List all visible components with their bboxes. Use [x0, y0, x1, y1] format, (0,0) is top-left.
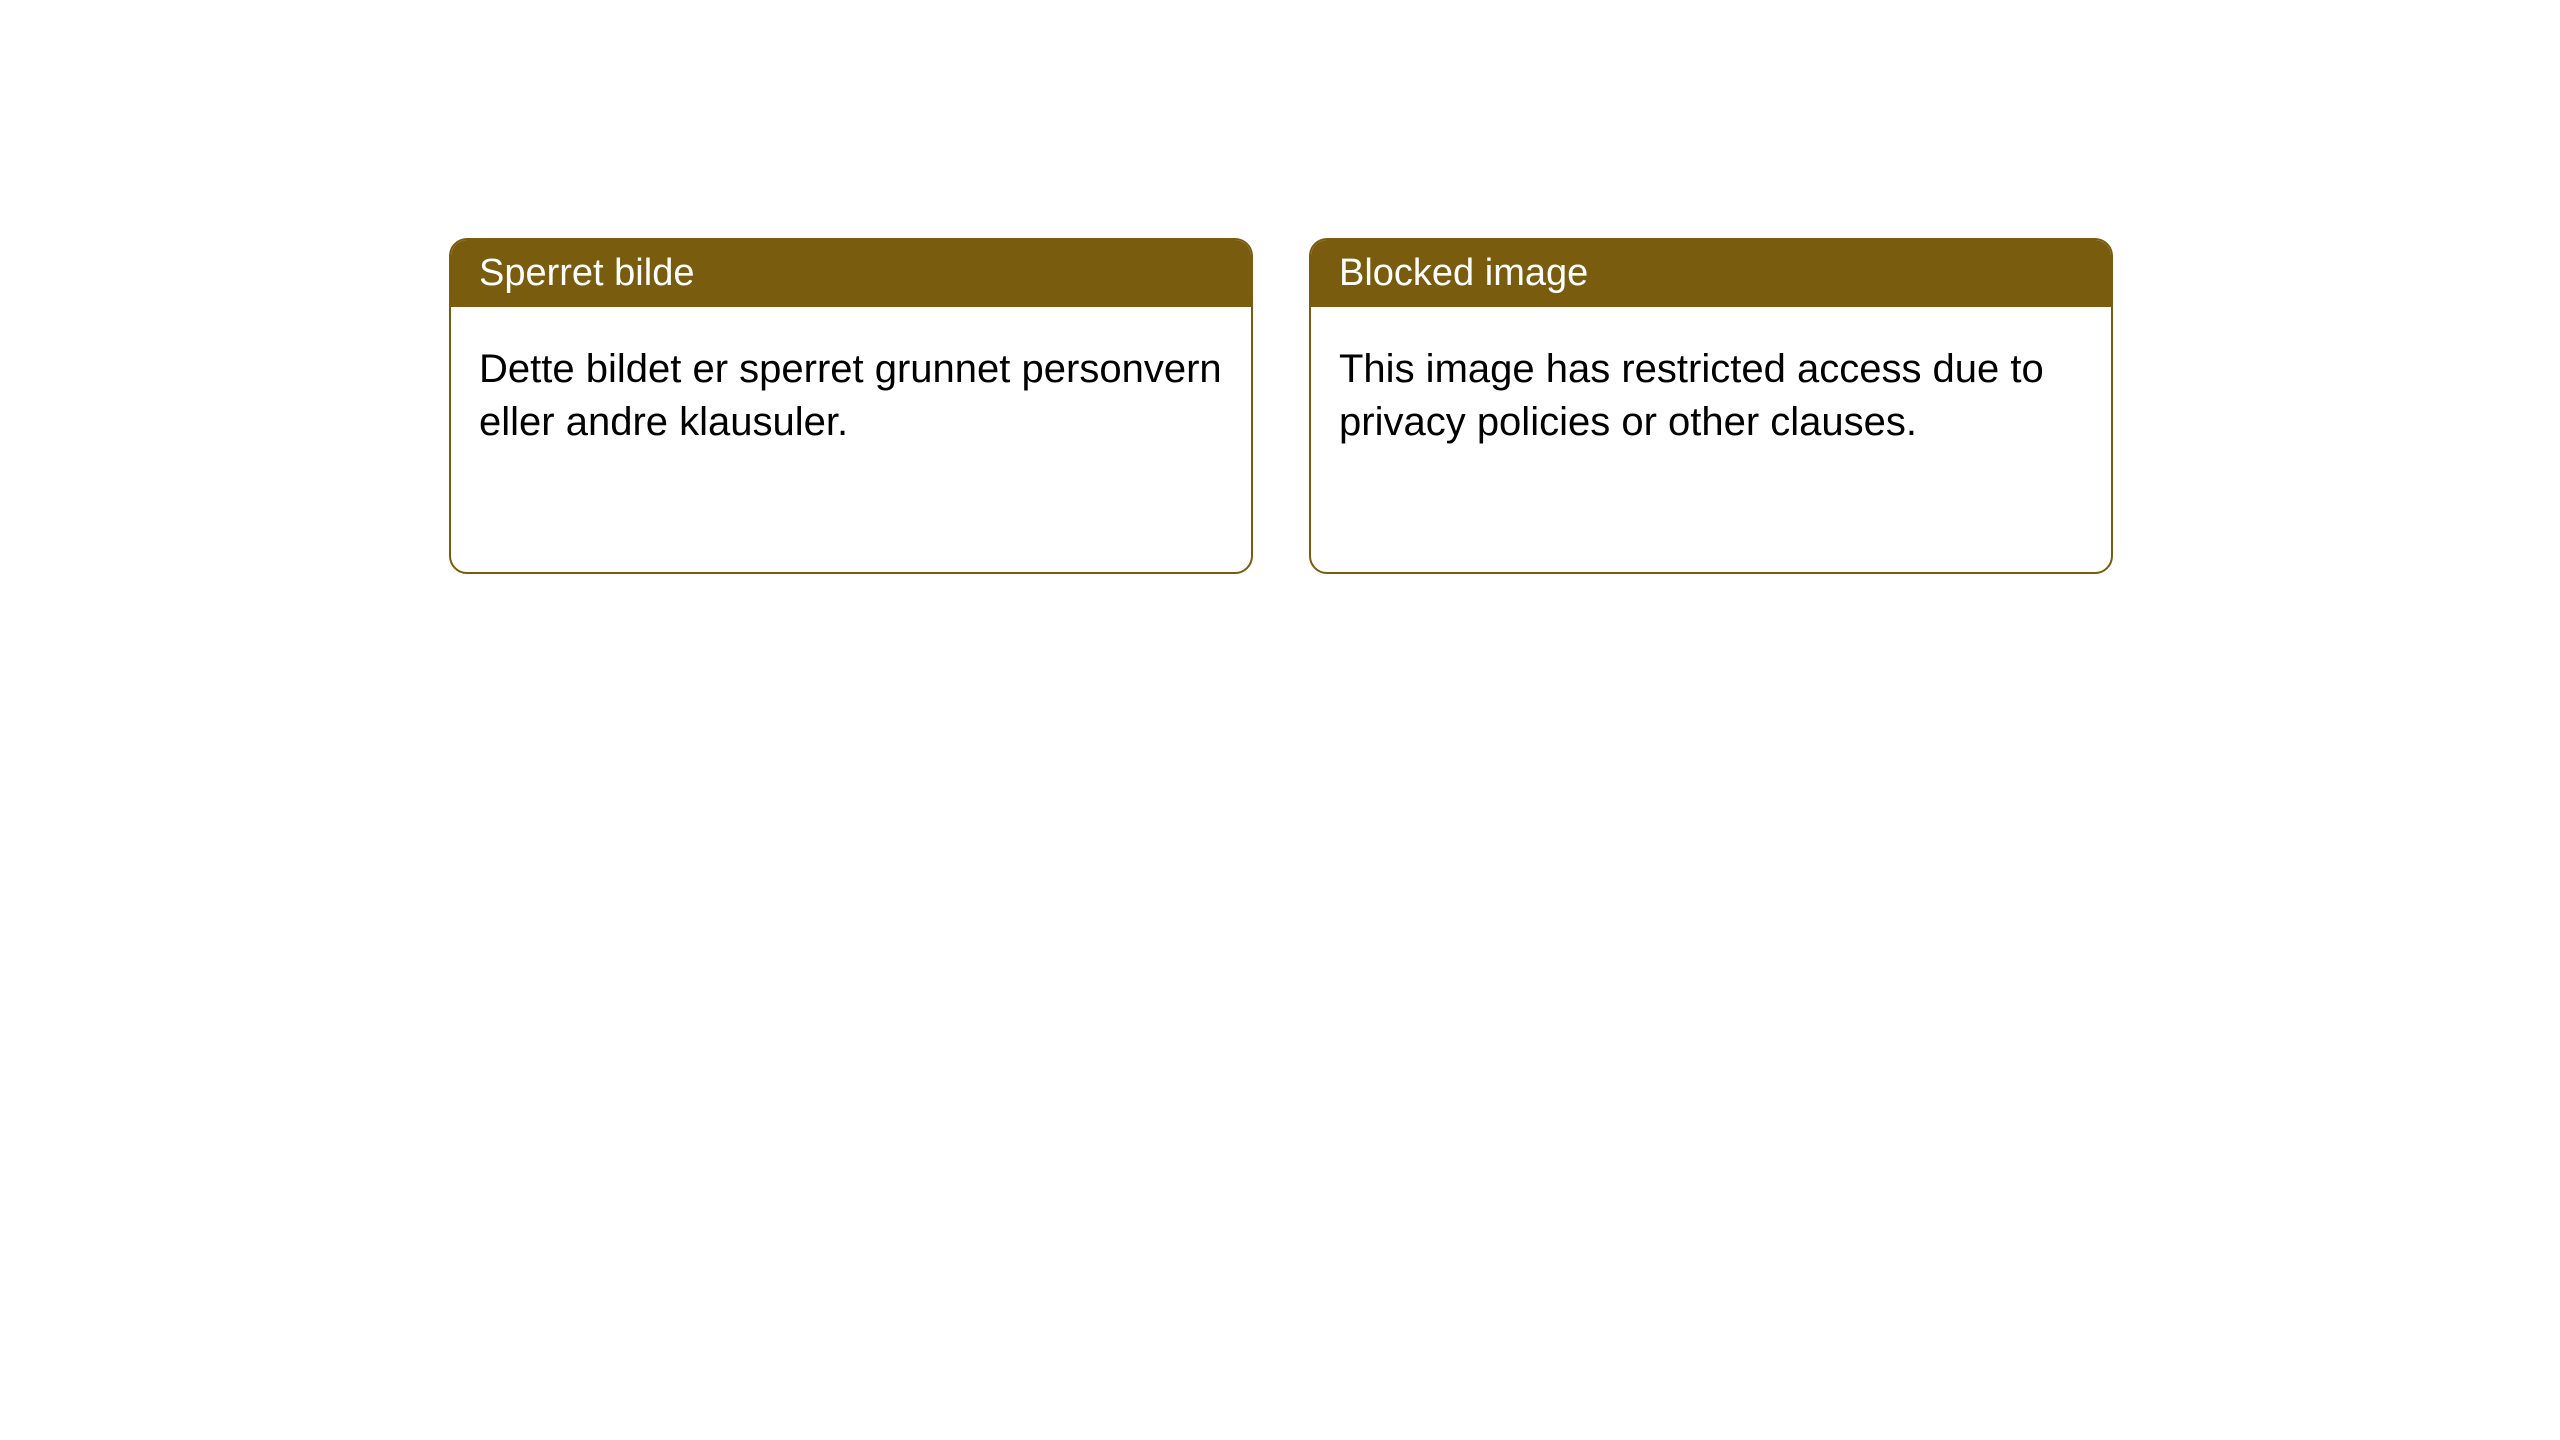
- card-body-text: Dette bildet er sperret grunnet personve…: [479, 347, 1222, 444]
- card-body: Dette bildet er sperret grunnet personve…: [451, 307, 1251, 485]
- card-header: Sperret bilde: [451, 240, 1251, 307]
- card-body-text: This image has restricted access due to …: [1339, 347, 2044, 444]
- blocked-image-card-no: Sperret bilde Dette bildet er sperret gr…: [449, 238, 1253, 574]
- card-body: This image has restricted access due to …: [1311, 307, 2111, 485]
- notice-container: Sperret bilde Dette bildet er sperret gr…: [449, 238, 2113, 574]
- blocked-image-card-en: Blocked image This image has restricted …: [1309, 238, 2113, 574]
- card-title: Sperret bilde: [479, 252, 694, 294]
- card-title: Blocked image: [1339, 252, 1588, 294]
- card-header: Blocked image: [1311, 240, 2111, 307]
